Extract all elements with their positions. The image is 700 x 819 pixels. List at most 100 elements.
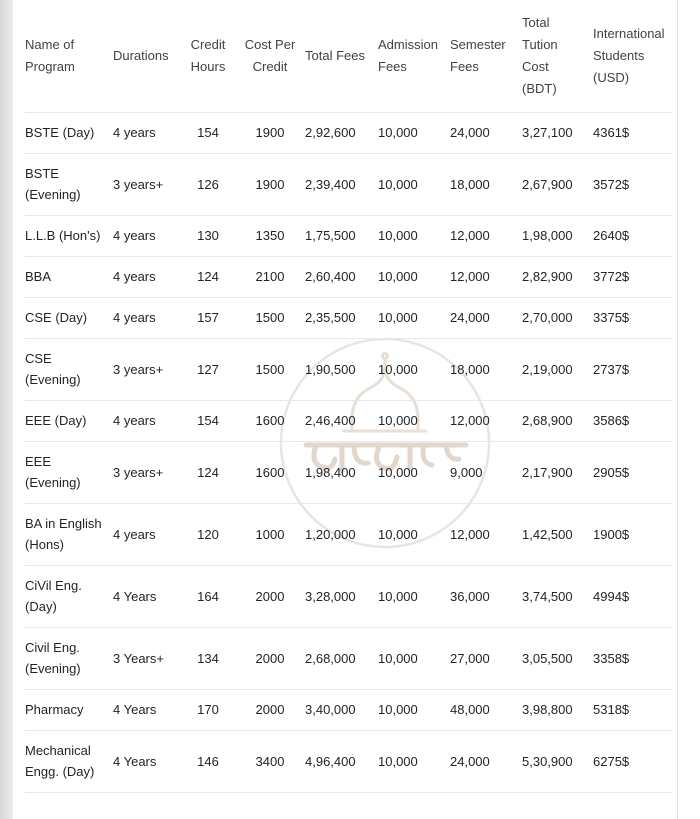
table-cell-durations: 4 years [113, 400, 181, 442]
table-body: BSTE (Day) 4 years 154 1900 2,92,600 10,000 24… [25, 112, 672, 793]
page-right-edge [677, 0, 678, 819]
table-cell-international_students: 6275$ [593, 730, 672, 793]
table-cell-cost_per_credit: 2000 [243, 565, 305, 628]
table-cell-durations: 4 Years [113, 730, 181, 793]
table-cell-international_students: 4361$ [593, 112, 672, 154]
table-cell-program: EEE (Evening) [25, 441, 113, 504]
table-cell-durations: 3 years+ [113, 441, 181, 504]
table-cell-program: BA in English (Hons) [25, 503, 113, 566]
table-cell-cost_per_credit: 1500 [243, 297, 305, 339]
table-cell-total_fees: 3,28,000 [305, 565, 378, 628]
table-cell-total_tuition_cost_bdt: 3,98,800 [522, 689, 593, 731]
table-cell-total_tuition_cost_bdt: 2,19,000 [522, 338, 593, 401]
table-row: L.L.B (Hon's) 4 years 130 1350 1,75,500 10,00… [25, 215, 672, 257]
table-cell-semester_fees: 12,000 [450, 503, 522, 566]
table-cell-cost_per_credit: 1900 [243, 112, 305, 154]
table-cell-credit_hours: 157 [181, 297, 243, 339]
table-cell-total_tuition_cost_bdt: 2,67,900 [522, 153, 593, 216]
table-row: Civil Eng. (Evening) 3 Years+ 134 2000 2,68,… [25, 627, 672, 690]
column-header-credit_hours: Credit Hours [181, 0, 243, 113]
table-cell-international_students: 3772$ [593, 256, 672, 298]
page-left-edge [0, 0, 13, 819]
table-cell-admission_fees: 10,000 [378, 297, 450, 339]
table-cell-total_tuition_cost_bdt: 3,74,500 [522, 565, 593, 628]
column-header-total_fees: Total Fees [305, 0, 378, 113]
table-cell-semester_fees: 24,000 [450, 730, 522, 793]
table-cell-program: L.L.B (Hon's) [25, 215, 113, 257]
table-cell-semester_fees: 18,000 [450, 338, 522, 401]
table-cell-credit_hours: 134 [181, 627, 243, 690]
table-cell-durations: 3 Years+ [113, 627, 181, 690]
table-cell-credit_hours: 154 [181, 400, 243, 442]
table-cell-credit_hours: 146 [181, 730, 243, 793]
table-cell-total_fees: 3,40,000 [305, 689, 378, 731]
table-cell-international_students: 4994$ [593, 565, 672, 628]
column-header-semester_fees: Semester Fees [450, 0, 522, 113]
table-cell-program: BSTE (Day) [25, 112, 113, 154]
tuition-fees-table: Name of Program Durations Credit Hours Cost… [25, 0, 672, 793]
table-row: Pharmacy 4 Years 170 2000 3,40,000 10,000 48,0… [25, 689, 672, 731]
table-row: CiVil Eng. (Day) 4 Years 164 2000 3,28,000 10… [25, 565, 672, 628]
table-cell-admission_fees: 10,000 [378, 112, 450, 154]
table-cell-credit_hours: 164 [181, 565, 243, 628]
table-cell-cost_per_credit: 1350 [243, 215, 305, 257]
table-cell-semester_fees: 9,000 [450, 441, 522, 504]
table-cell-program: BBA [25, 256, 113, 298]
table-cell-admission_fees: 10,000 [378, 215, 450, 257]
table-row: CSE (Day) 4 years 157 1500 2,35,500 10,000 24,… [25, 297, 672, 339]
table-cell-admission_fees: 10,000 [378, 730, 450, 793]
table-cell-international_students: 3375$ [593, 297, 672, 339]
table-cell-durations: 3 years+ [113, 153, 181, 216]
table-row: BA in English (Hons) 4 years 120 1000 1,20,0… [25, 503, 672, 566]
table-cell-program: Pharmacy [25, 689, 113, 731]
table-cell-semester_fees: 12,000 [450, 256, 522, 298]
table-cell-total_tuition_cost_bdt: 2,82,900 [522, 256, 593, 298]
table-cell-cost_per_credit: 1600 [243, 441, 305, 504]
table-cell-semester_fees: 24,000 [450, 112, 522, 154]
table-cell-credit_hours: 170 [181, 689, 243, 731]
table-cell-total_tuition_cost_bdt: 3,05,500 [522, 627, 593, 690]
table-cell-international_students: 2905$ [593, 441, 672, 504]
table-cell-credit_hours: 124 [181, 256, 243, 298]
table-cell-credit_hours: 130 [181, 215, 243, 257]
table-cell-durations: 4 Years [113, 565, 181, 628]
table-cell-cost_per_credit: 1600 [243, 400, 305, 442]
table-cell-cost_per_credit: 2000 [243, 627, 305, 690]
table-cell-semester_fees: 18,000 [450, 153, 522, 216]
table-cell-durations: 4 years [113, 112, 181, 154]
table-cell-program: CiVil Eng. (Day) [25, 565, 113, 628]
table-cell-program: EEE (Day) [25, 400, 113, 442]
table-cell-international_students: 3586$ [593, 400, 672, 442]
table-cell-total_tuition_cost_bdt: 2,68,900 [522, 400, 593, 442]
table-cell-durations: 4 years [113, 297, 181, 339]
table-cell-total_tuition_cost_bdt: 1,42,500 [522, 503, 593, 566]
table-cell-admission_fees: 10,000 [378, 689, 450, 731]
table-cell-total_tuition_cost_bdt: 1,98,000 [522, 215, 593, 257]
table-cell-international_students: 2640$ [593, 215, 672, 257]
table-cell-semester_fees: 27,000 [450, 627, 522, 690]
column-header-international_students: International Students (USD) [593, 0, 672, 113]
table-cell-cost_per_credit: 2100 [243, 256, 305, 298]
table-cell-total_fees: 1,20,000 [305, 503, 378, 566]
table-cell-semester_fees: 12,000 [450, 400, 522, 442]
table-cell-credit_hours: 126 [181, 153, 243, 216]
table-cell-cost_per_credit: 1000 [243, 503, 305, 566]
table-cell-admission_fees: 10,000 [378, 256, 450, 298]
table-cell-total_fees: 1,75,500 [305, 215, 378, 257]
table-cell-credit_hours: 154 [181, 112, 243, 154]
table-cell-international_students: 5318$ [593, 689, 672, 731]
table-cell-cost_per_credit: 1500 [243, 338, 305, 401]
table-cell-total_fees: 4,96,400 [305, 730, 378, 793]
table-cell-cost_per_credit: 1900 [243, 153, 305, 216]
table-cell-admission_fees: 10,000 [378, 153, 450, 216]
table-row: Mechanical Engg. (Day) 4 Years 146 3400 4,96… [25, 730, 672, 793]
table-cell-program: Civil Eng. (Evening) [25, 627, 113, 690]
table-cell-durations: 3 years+ [113, 338, 181, 401]
table-cell-total_fees: 2,68,000 [305, 627, 378, 690]
table-cell-semester_fees: 36,000 [450, 565, 522, 628]
column-header-admission_fees: Admission Fees [378, 0, 450, 113]
table-cell-credit_hours: 127 [181, 338, 243, 401]
table-cell-admission_fees: 10,000 [378, 400, 450, 442]
table-cell-international_students: 3358$ [593, 627, 672, 690]
table-cell-total_fees: 2,35,500 [305, 297, 378, 339]
